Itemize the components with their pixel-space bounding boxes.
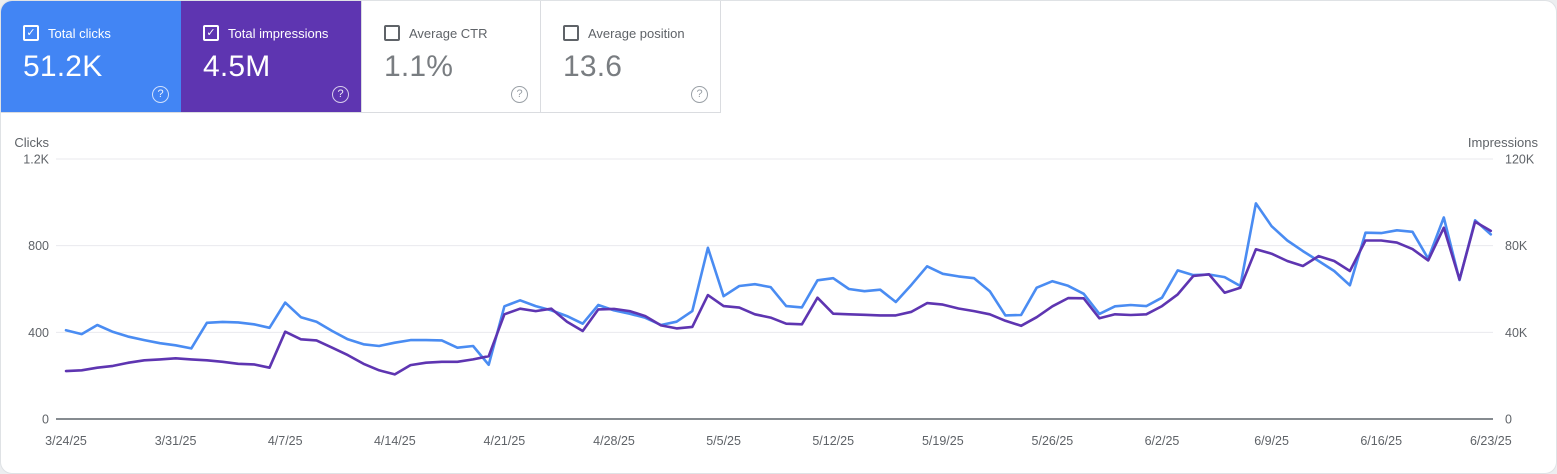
metric-card-header: ✓ Average CTR [384, 25, 526, 41]
x-axis-date-label: 5/5/25 [706, 434, 741, 448]
left-axis-tick: 0 [42, 413, 49, 427]
right-axis-tick: 0 [1505, 413, 1512, 427]
average-ctr-checkbox[interactable]: ✓ [384, 25, 400, 41]
help-icon[interactable]: ? [152, 86, 169, 103]
x-axis-date-label: 6/2/25 [1145, 434, 1180, 448]
right-axis-tick: 40K [1505, 326, 1528, 340]
metric-card-value: 1.1% [384, 50, 454, 83]
metric-card-label: Average CTR [409, 25, 488, 41]
average-position-checkbox[interactable]: ✓ [563, 25, 579, 41]
x-axis-date-label: 6/23/25 [1470, 434, 1512, 448]
help-icon[interactable]: ? [332, 86, 349, 103]
x-axis-date-label: 6/9/25 [1254, 434, 1289, 448]
right-axis-tick: 80K [1505, 239, 1528, 253]
metric-card-value: 51.2K [23, 50, 103, 83]
x-axis-date-label: 3/24/25 [45, 434, 87, 448]
left-axis-tick: 1.2K [23, 153, 49, 167]
x-axis-date-label: 5/12/25 [812, 434, 854, 448]
x-axis-date-label: 4/21/25 [484, 434, 526, 448]
metric-card-label: Total clicks [48, 25, 111, 41]
metric-card-label: Average position [588, 25, 685, 41]
x-axis-date-label: 5/26/25 [1032, 434, 1074, 448]
left-axis-tick: 400 [28, 326, 49, 340]
metric-card-header: ✓ Total impressions [203, 25, 347, 41]
total-impressions-checkbox[interactable]: ✓ [203, 25, 219, 41]
metric-card-average-ctr[interactable]: ✓ Average CTR 1.1% ? [361, 1, 541, 112]
metric-card-total-impressions[interactable]: ✓ Total impressions 4.5M ? [181, 1, 361, 112]
metric-card-value: 13.6 [563, 50, 623, 83]
metric-card-average-position[interactable]: ✓ Average position 13.6 ? [541, 1, 721, 112]
x-axis-date-label: 5/19/25 [922, 434, 964, 448]
metric-card-total-clicks[interactable]: ✓ Total clicks 51.2K ? [1, 1, 181, 112]
x-axis-date-label: 4/7/25 [268, 434, 303, 448]
right-axis-tick: 120K [1505, 153, 1535, 167]
x-axis-date-label: 3/31/25 [155, 434, 197, 448]
performance-chart[interactable]: 0 0 400 40K 800 80K 1.2K 120K Clicks Impressions 3… [1, 113, 1557, 474]
metric-card-header: ✓ Total clicks [23, 25, 167, 41]
left-axis-title: Clicks [14, 135, 49, 150]
right-axis-title: Impressions [1468, 135, 1539, 150]
help-icon[interactable]: ? [691, 86, 708, 103]
total-clicks-checkbox[interactable]: ✓ [23, 25, 39, 41]
checkmark-icon: ✓ [26, 27, 36, 39]
x-axis-date-label: 4/14/25 [374, 434, 416, 448]
x-axis-date-label: 4/28/25 [593, 434, 635, 448]
metric-card-value: 4.5M [203, 50, 271, 83]
performance-chart-svg[interactable]: 0 0 400 40K 800 80K 1.2K 120K Clicks Impressions 3… [1, 113, 1557, 474]
metric-card-label: Total impressions [228, 25, 329, 41]
metric-card-header: ✓ Average position [563, 25, 706, 41]
metric-cards-row: ✓ Total clicks 51.2K ? ✓ Total impressio… [1, 1, 721, 113]
clicks-line [64, 202, 1493, 367]
impressions-line [64, 220, 1493, 376]
left-axis-tick: 800 [28, 239, 49, 253]
x-axis-date-label: 6/16/25 [1360, 434, 1402, 448]
help-icon[interactable]: ? [511, 86, 528, 103]
checkmark-icon: ✓ [206, 27, 216, 39]
